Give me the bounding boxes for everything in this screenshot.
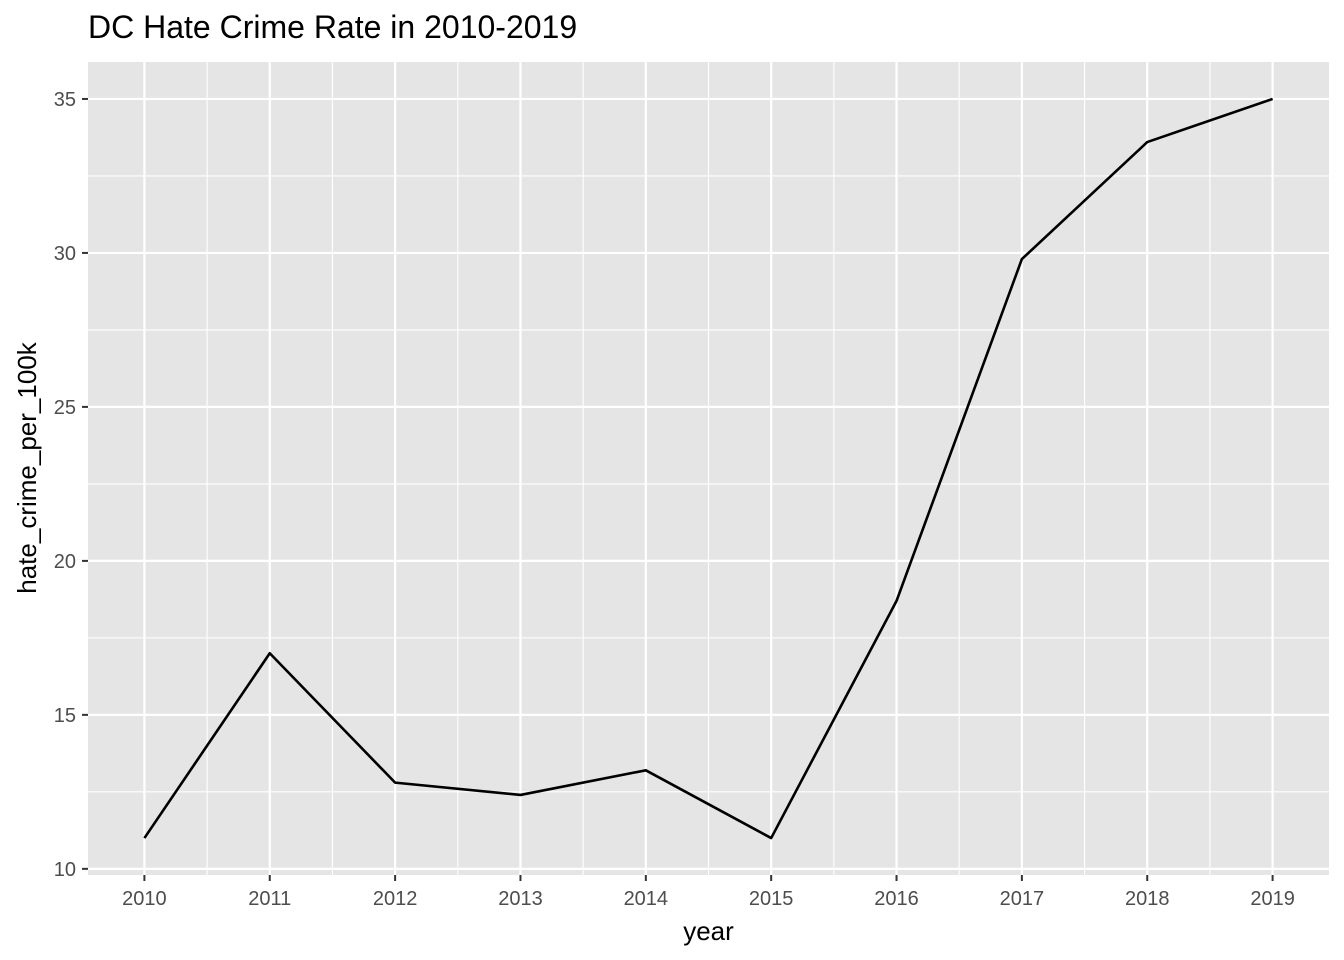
series-layer [143, 97, 1274, 840]
x-tick-label: 2015 [749, 888, 794, 910]
y-tick-label: 35 [54, 89, 76, 111]
x-tick-label: 2013 [498, 888, 543, 910]
y-axis-title: hate_crime_per_100k [12, 341, 42, 593]
chart-title: DC Hate Crime Rate in 2010-2019 [88, 9, 577, 45]
x-tick-label: 2018 [1125, 888, 1170, 910]
x-tick-label: 2014 [624, 888, 669, 910]
x-tick-label: 2012 [373, 888, 418, 910]
x-tick-label: 2016 [874, 888, 919, 910]
x-tick-label: 2019 [1250, 888, 1295, 910]
y-tick-label: 10 [54, 859, 76, 881]
y-tick-label: 30 [54, 243, 76, 265]
minor-gridlines [88, 62, 1329, 875]
series-line [143, 97, 1274, 840]
y-axis: 10 15 20 25 30 35 [54, 89, 88, 881]
major-gridlines [88, 62, 1329, 875]
y-tick-label: 15 [54, 705, 76, 727]
y-tick-label: 25 [54, 397, 76, 419]
x-axis-title: year [683, 916, 734, 946]
x-tick-label: 2010 [122, 888, 167, 910]
y-tick-label: 20 [54, 551, 76, 573]
x-axis: 2010 2011 2012 2013 2014 2015 2016 2017 2018 2019 [122, 875, 1295, 910]
x-tick-label: 2011 [248, 888, 291, 910]
x-tick-label: 2017 [1000, 888, 1045, 910]
